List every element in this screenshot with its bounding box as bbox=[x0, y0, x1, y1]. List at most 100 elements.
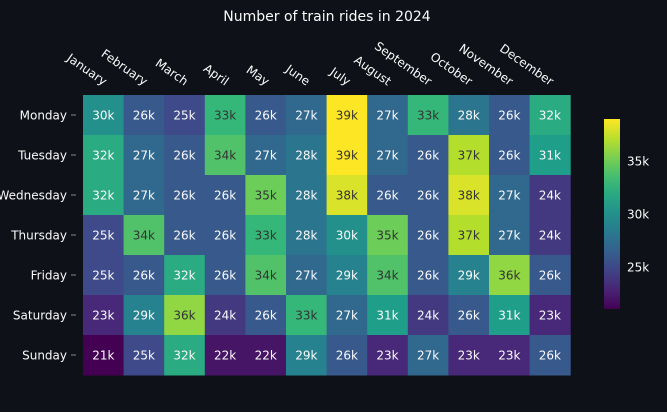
heatmap-cell[interactable] bbox=[529, 215, 571, 256]
heatmap-cell[interactable] bbox=[367, 255, 409, 296]
heatmap-cell[interactable] bbox=[326, 135, 368, 176]
heatmap-cell[interactable] bbox=[123, 95, 165, 136]
heatmap-cell[interactable] bbox=[164, 255, 206, 296]
heatmap-cell[interactable] bbox=[529, 295, 571, 336]
heatmap-cell[interactable] bbox=[83, 335, 125, 376]
heatmap-cell[interactable] bbox=[489, 255, 531, 296]
heatmap-cell[interactable] bbox=[164, 295, 206, 336]
heatmap-cell[interactable] bbox=[286, 175, 328, 216]
heatmap-cell[interactable] bbox=[286, 215, 328, 256]
heatmap-cell[interactable] bbox=[407, 175, 449, 216]
heatmap-cell[interactable] bbox=[489, 135, 531, 176]
heatmap-cell[interactable] bbox=[204, 335, 246, 376]
cell-label: 24k bbox=[417, 309, 439, 323]
heatmap-cell[interactable] bbox=[529, 335, 571, 376]
x-tick-label: May bbox=[244, 63, 272, 89]
heatmap-cell[interactable] bbox=[529, 95, 571, 136]
heatmap-cell[interactable] bbox=[164, 175, 206, 216]
y-tick-label: Thursday bbox=[10, 229, 67, 243]
heatmap-cell[interactable] bbox=[286, 255, 328, 296]
heatmap-cell[interactable] bbox=[123, 255, 165, 296]
heatmap-cell[interactable] bbox=[407, 95, 449, 136]
heatmap-cell[interactable] bbox=[123, 335, 165, 376]
cell-label: 26k bbox=[255, 309, 277, 323]
heatmap-cell[interactable] bbox=[326, 215, 368, 256]
heatmap-cell[interactable] bbox=[204, 135, 246, 176]
heatmap-cell[interactable] bbox=[164, 215, 206, 256]
heatmap-cell[interactable] bbox=[489, 95, 531, 136]
heatmap-cell[interactable] bbox=[367, 95, 409, 136]
cell-label: 37k bbox=[458, 149, 480, 163]
heatmap-cell[interactable] bbox=[245, 175, 287, 216]
heatmap-cell[interactable] bbox=[407, 335, 449, 376]
heatmap-cell[interactable] bbox=[367, 175, 409, 216]
heatmap-cell[interactable] bbox=[245, 95, 287, 136]
heatmap-cell[interactable] bbox=[326, 335, 368, 376]
heatmap-cell[interactable] bbox=[448, 135, 490, 176]
heatmap-cell[interactable] bbox=[123, 135, 165, 176]
heatmap-cell[interactable] bbox=[489, 335, 531, 376]
heatmap-cell[interactable] bbox=[529, 135, 571, 176]
heatmap-cell[interactable] bbox=[245, 295, 287, 336]
heatmap-cell[interactable] bbox=[529, 255, 571, 296]
heatmap-cell[interactable] bbox=[448, 95, 490, 136]
cell-label: 26k bbox=[539, 349, 561, 363]
heatmap-cell[interactable] bbox=[164, 135, 206, 176]
heatmap-cell[interactable] bbox=[407, 255, 449, 296]
heatmap-cell[interactable] bbox=[164, 335, 206, 376]
heatmap-cell[interactable] bbox=[489, 215, 531, 256]
cell-label: 29k bbox=[133, 309, 155, 323]
heatmap-cell[interactable] bbox=[204, 175, 246, 216]
heatmap-cell[interactable] bbox=[367, 335, 409, 376]
heatmap-cell[interactable] bbox=[245, 215, 287, 256]
cell-label: 24k bbox=[539, 229, 561, 243]
heatmap-cell[interactable] bbox=[83, 95, 125, 136]
heatmap-cell[interactable] bbox=[286, 135, 328, 176]
heatmap-cell[interactable] bbox=[83, 255, 125, 296]
heatmap-cell[interactable] bbox=[83, 175, 125, 216]
heatmap-cell[interactable] bbox=[123, 175, 165, 216]
cell-label: 32k bbox=[92, 149, 114, 163]
heatmap-cell[interactable] bbox=[245, 255, 287, 296]
heatmap-cell[interactable] bbox=[448, 335, 490, 376]
heatmap-cell[interactable] bbox=[204, 95, 246, 136]
heatmap-cell[interactable] bbox=[326, 295, 368, 336]
heatmap-cell[interactable] bbox=[326, 175, 368, 216]
cell-label: 27k bbox=[133, 149, 155, 163]
heatmap-cell[interactable] bbox=[204, 295, 246, 336]
heatmap-cell[interactable] bbox=[407, 135, 449, 176]
cell-label: 35k bbox=[255, 189, 277, 203]
heatmap-cell[interactable] bbox=[489, 295, 531, 336]
heatmap-cell[interactable] bbox=[407, 295, 449, 336]
heatmap-cell[interactable] bbox=[407, 215, 449, 256]
heatmap-cell[interactable] bbox=[83, 135, 125, 176]
heatmap-cell[interactable] bbox=[164, 95, 206, 136]
heatmap-cell[interactable] bbox=[204, 255, 246, 296]
cell-label: 26k bbox=[417, 149, 439, 163]
heatmap-cell[interactable] bbox=[367, 295, 409, 336]
heatmap-cell[interactable] bbox=[448, 295, 490, 336]
heatmap-cell[interactable] bbox=[245, 135, 287, 176]
heatmap-cell[interactable] bbox=[123, 215, 165, 256]
heatmap-cell[interactable] bbox=[204, 215, 246, 256]
heatmap-cell[interactable] bbox=[367, 135, 409, 176]
heatmap-cell[interactable] bbox=[529, 175, 571, 216]
heatmap-cell[interactable] bbox=[367, 215, 409, 256]
heatmap-cell[interactable] bbox=[448, 215, 490, 256]
y-tick-label: Monday bbox=[20, 109, 67, 123]
heatmap-cell[interactable] bbox=[448, 255, 490, 296]
heatmap-cell[interactable] bbox=[83, 215, 125, 256]
cell-label: 27k bbox=[295, 269, 317, 283]
heatmap-cell[interactable] bbox=[286, 295, 328, 336]
heatmap-cell[interactable] bbox=[286, 95, 328, 136]
heatmap-cell[interactable] bbox=[245, 335, 287, 376]
heatmap-cell[interactable] bbox=[326, 95, 368, 136]
heatmap-cell[interactable] bbox=[123, 295, 165, 336]
heatmap-cell[interactable] bbox=[83, 295, 125, 336]
heatmap-cell[interactable] bbox=[448, 175, 490, 216]
heatmap-cell[interactable] bbox=[286, 335, 328, 376]
cell-label: 26k bbox=[417, 189, 439, 203]
heatmap-cell[interactable] bbox=[326, 255, 368, 296]
heatmap-cell[interactable] bbox=[489, 175, 531, 216]
